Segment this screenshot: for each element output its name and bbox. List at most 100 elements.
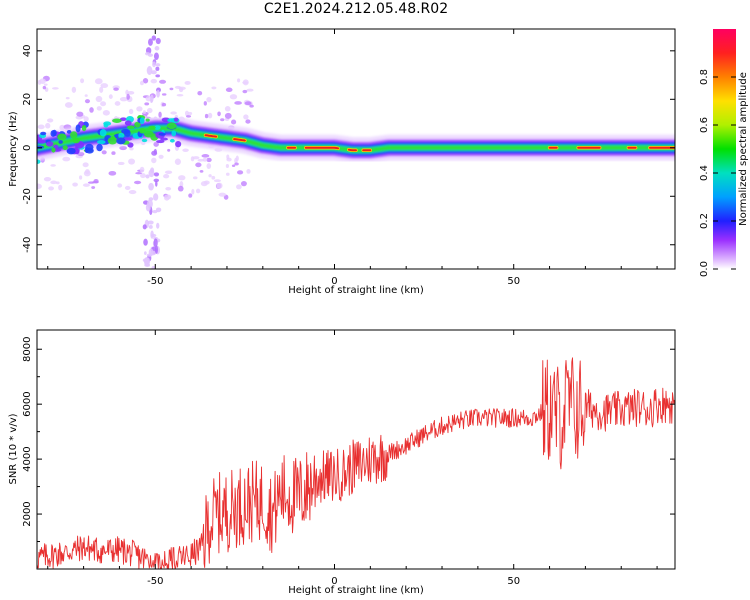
spectrogram-noise-blob [246,169,251,174]
spectrogram-noise-blob [178,175,186,181]
spectrogram-streak-blob [153,172,160,177]
spectrogram-y-ticks: -40 -20 0 20 40 [22,44,675,253]
spectrogram-noise-blob [45,122,51,129]
spectrogram-x-ticks: -50 0 50 [47,29,658,287]
spectrogram-ridge-blob [148,125,156,130]
spectrogram-noise-blob [139,166,145,173]
spectrogram-noise-blob [108,170,117,176]
spectrogram-noise-blob [46,118,54,123]
spectrogram-noise-blob [43,176,52,182]
spectrogram-hot-core [233,138,246,142]
spectrogram-ridge-blob [97,140,106,145]
spectrogram-streak-blob [148,224,153,229]
spectrogram-ridge-blob [37,159,41,164]
spectrogram-streak-blob [155,180,158,187]
spectrogram-ridge-blob [116,137,126,145]
spectrogram-ridge-blob [123,129,131,137]
colorbar-ticks: 0.0 0.2 0.4 0.6 0.8 [699,69,736,277]
spectrogram-noise-blob [208,174,212,178]
spectrogram-noise-blob [119,145,127,151]
spectrogram-streak-blob [148,197,154,201]
spectrogram-ridge-blob [171,130,177,137]
spectrogram-noise-blob [151,157,157,164]
colorbar-tick-label: 0.8 [699,69,710,85]
snr-y-tick-label: 8000 [22,337,33,362]
spectrogram-streak-blob [148,248,154,256]
spectrogram-noise-blob [135,171,142,175]
spectrogram-noise-blob [174,158,181,165]
spectrogram-noise-blob [82,183,90,187]
spectrogram-noise-blob [206,157,212,163]
spectrogram-noise-blob [226,157,232,162]
spectrogram-noise-blob [145,95,152,102]
spectrogram-streak-blob [142,224,147,230]
spectrogram-noise-blob [192,176,198,180]
spectrogram-noise-blob [100,101,107,107]
spectrogram-noise-blob [165,187,172,191]
spectrogram-ridge-blob [81,124,87,132]
spectrogram-noise-blob [52,87,59,90]
spectrogram-noise-blob [195,188,201,194]
spectrogram-noise-blob [169,87,174,91]
spectrogram-noise-blob [211,175,216,180]
spectrogram-noise-blob [150,78,158,84]
spectrogram-noise-blob [231,119,237,125]
spectrogram-panel: -50 0 50 -40 -20 0 20 40 Height of straight li… [8,28,676,296]
spectrogram-ridge-blob [51,147,56,153]
spectrogram-streak-blob [152,61,156,68]
spectrogram-noise-blob [108,94,113,99]
spectrogram-ridge-blob [40,131,47,136]
colorbar-tick-label: 0.4 [699,165,710,181]
spectrogram-noise-blob [237,78,241,83]
spectrogram-streak-blob [143,251,147,256]
spectrogram-noise-blob [117,161,125,166]
spectrogram-x-tick-label: 0 [331,276,337,287]
spectrogram-noise-blob [178,87,184,93]
spectrogram-noise-blob [163,194,170,201]
spectrogram-noise-blob [164,170,173,174]
snr-y-tick-label: 6000 [22,391,33,416]
spectrogram-ridge-blob [103,121,112,126]
spectrogram-streak-blob [152,210,158,214]
spectrogram-noise-blob [224,112,232,119]
snr-series-line [37,357,675,569]
spectrogram-streak-blob [156,222,160,229]
spectrogram-noise-blob [80,78,85,84]
spectrogram-noise-blob [202,157,208,162]
spectrogram-streak-blob [154,245,159,254]
spectrogram-noise-blob [244,101,252,106]
snr-y-label: SNR (10 * v/v) [8,413,19,484]
spectrogram-ridge-blob [173,117,179,122]
spectrogram-noise-blob [94,78,103,85]
spectrogram-noise-blob [217,111,221,117]
spectrogram-noise-blob [71,86,77,93]
spectrogram-ridge-blob [112,118,122,123]
colorbar-tick-label: 0.0 [699,261,710,277]
spectrogram-noise-blob [190,156,195,162]
spectrogram-ridge-blob [175,140,182,148]
spectrogram-ridge-blob [84,147,89,153]
spectrogram-ridge-blob [110,135,116,140]
spectrogram-noise-blob [93,178,99,184]
spectrogram-noise-blob [59,124,66,131]
spectrogram-noise-blob [126,93,130,100]
spectrogram-noise-blob [65,96,70,100]
spectrogram-streak-blob [145,203,151,212]
spectrogram-noise-blob [76,111,84,117]
spectrogram-ridge-blob [38,139,46,144]
colorbar-tick-label: 0.2 [699,213,710,229]
spectrogram-noise-blob [101,150,107,155]
spectrogram-y-tick-label: 0 [22,145,33,151]
spectrogram-y-tick-label: -20 [22,188,33,204]
spectrogram-streak-blob [153,193,159,201]
spectrogram-ridge-blob [50,130,56,137]
snr-x-tick-label: 0 [331,576,337,587]
spectrogram-noise-blob [203,101,207,106]
spectrogram-ridge-blob [62,145,68,151]
spectrogram-noise-blob [197,91,203,96]
spectrogram-ridge-blob [57,133,67,141]
spectrogram-ridge-blob [145,118,150,122]
spectrogram-noise-blob [216,182,223,189]
spectrogram-noise-blob [91,186,96,189]
spectrogram-noise-blob [117,183,123,188]
